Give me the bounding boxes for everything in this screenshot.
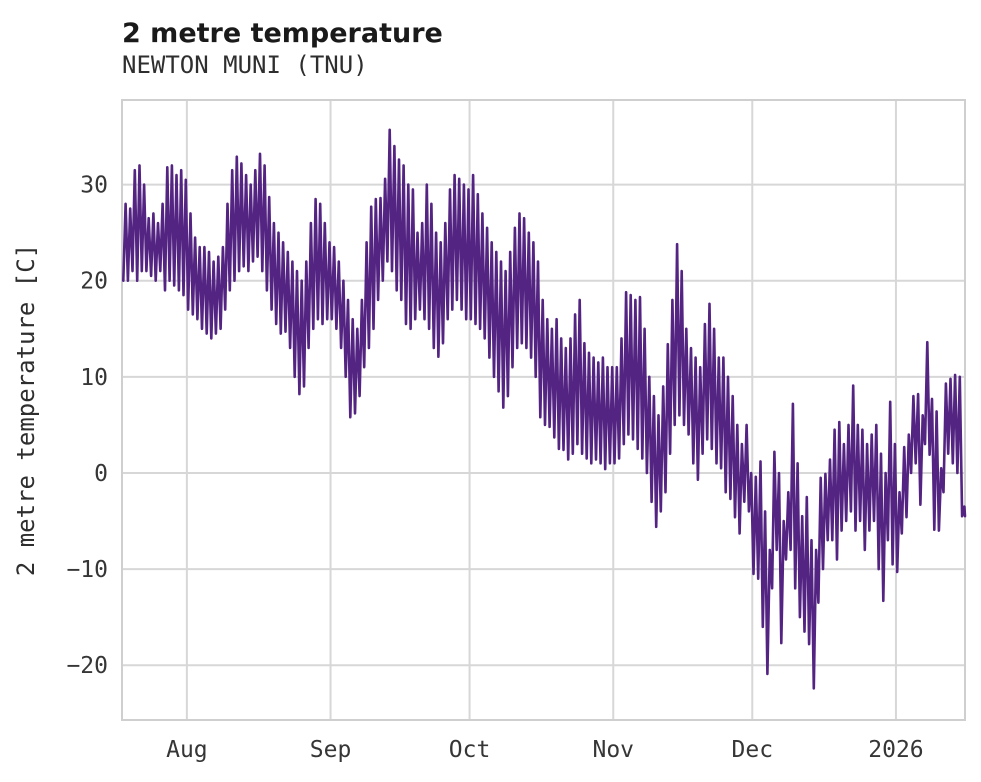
x-tick-label: Dec: [732, 737, 774, 763]
x-tick-label: Oct: [449, 737, 491, 763]
x-tick-label: Aug: [166, 737, 208, 763]
y-tick-label: 10: [80, 365, 108, 391]
x-tick-label: Sep: [310, 737, 352, 763]
plot-area-border: [121, 99, 966, 721]
chart-subtitle: NEWTON MUNI (TNU): [122, 51, 368, 79]
x-tick-label: 2026: [868, 737, 923, 763]
y-tick-label: 30: [80, 173, 108, 199]
y-tick-labels: 30 20 10 0 −10 −20: [66, 173, 108, 680]
gridlines: [122, 100, 965, 720]
y-tick-label: −20: [66, 653, 108, 679]
y-tick-label: 0: [94, 461, 108, 487]
y-tick-label: 20: [80, 269, 108, 295]
y-axis-label: 2 metre temperature [C]: [12, 244, 40, 576]
chart-title: 2 metre temperature: [122, 18, 443, 49]
y-tick-label: −10: [66, 557, 108, 583]
x-tick-labels: Aug Sep Oct Nov Dec 2026: [166, 737, 924, 763]
x-tick-label: Nov: [592, 737, 634, 763]
temperature-series-line: [122, 128, 967, 690]
